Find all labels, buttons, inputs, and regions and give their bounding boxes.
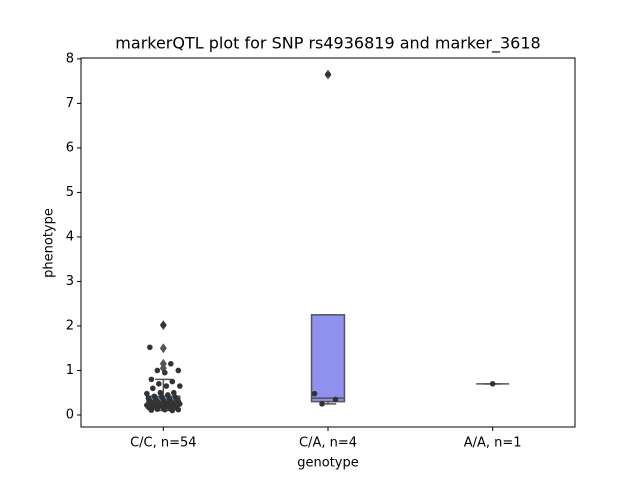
outlier [159,343,167,354]
y-axis-label: phenotype [42,208,57,278]
outlier [159,358,167,369]
plot-frame [80,57,576,428]
strip-point [148,407,155,413]
x-tick-label: C/A, n=4 [299,436,357,451]
strip-point [150,385,156,392]
strip-point [147,344,153,351]
strip-point [177,401,183,407]
strip-point [325,71,331,78]
y-tick-label: 8 [66,51,74,66]
y-tick-label: 4 [66,229,74,244]
strip-point [163,383,170,389]
chart-title: markerQTL plot for SNP rs4936819 and mar… [115,34,540,54]
strip-point [157,389,164,396]
strip-point [319,401,325,407]
strip-point [160,322,167,328]
y-tick-label: 6 [66,140,74,155]
x-tick-label: A/A, n=1 [464,436,522,451]
y-tick-label: 1 [66,363,74,378]
strip-point [169,407,176,414]
strip-point [332,396,339,403]
strip-point [162,369,168,376]
strip-point [168,360,174,367]
strip-point [171,389,177,396]
strip-point [162,406,168,413]
y-tick-label: 5 [66,185,74,200]
strip-point [175,367,182,374]
strip-point [154,367,161,374]
strip-point [177,383,183,389]
strip-point [154,406,161,412]
strip-point [175,406,182,413]
box [310,314,346,403]
y-tick-label: 2 [66,318,74,333]
strip-point [144,390,150,397]
strip-point [169,378,176,385]
strip-point [489,381,496,387]
y-tick-label: 0 [66,407,74,422]
x-tick-label: C/C, n=54 [130,436,196,451]
strip-point [311,390,318,397]
y-tick-label: 3 [66,274,74,289]
strip-point [148,376,155,383]
y-tick-label: 7 [66,96,74,111]
x-axis-label: genotype [297,456,358,471]
strip-point [156,381,162,387]
